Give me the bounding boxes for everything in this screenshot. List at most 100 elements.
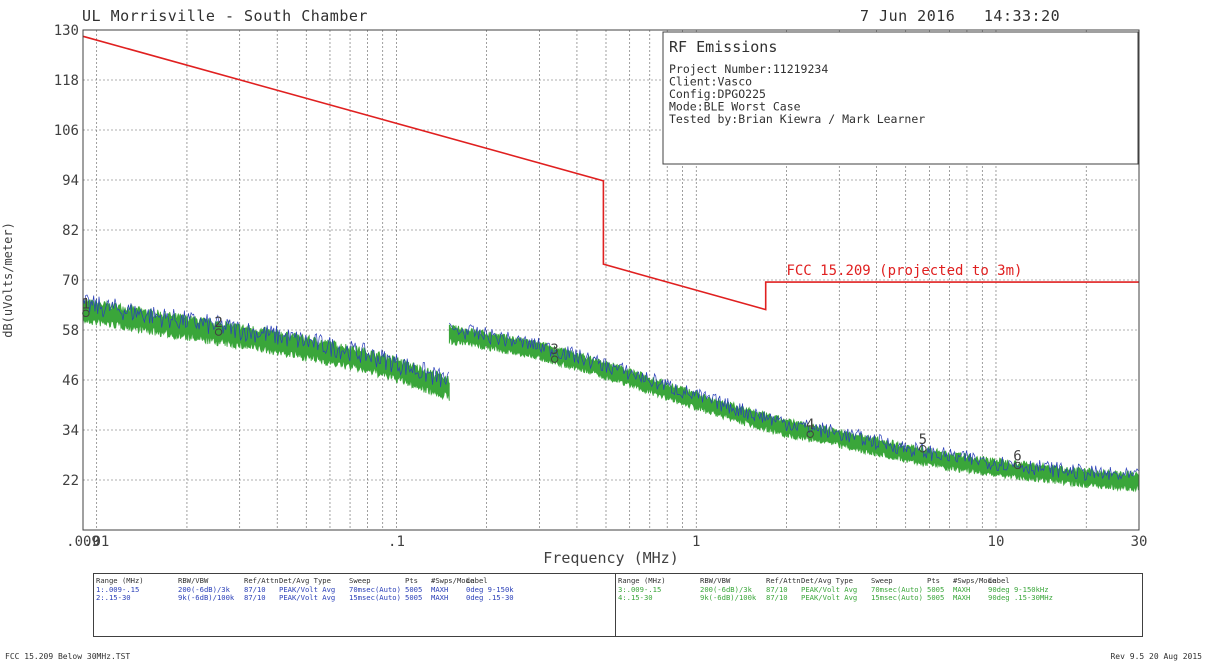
table-cell: Range (MHz) [96, 576, 144, 585]
trace-peak-blue [82, 294, 449, 388]
settings-table-right: Range (MHz) RBW/VBW Ref/Attn Det/Avg Type Sw… [616, 574, 1142, 636]
table-cell: 70msec(Auto) [871, 585, 923, 594]
table-cell: 2:.15-30 [96, 593, 131, 602]
time: 14:33:20 [983, 7, 1061, 25]
table-cell: PEAK/Volt Avg [801, 593, 858, 602]
trace-layer [82, 294, 1140, 493]
marker-point [919, 445, 927, 453]
table-cell: 1:.009-.15 [96, 585, 140, 594]
table-header-row: Range (MHz) RBW/VBW Ref/Attn Det/Avg Type Sw… [94, 576, 615, 585]
software-revision: Rev 9.5 20 Aug 2015 [1110, 652, 1202, 661]
x-tick-label: .009 [66, 534, 100, 550]
table-cell: Ref/Attn [766, 576, 801, 585]
info-box: RF Emissions Project Number:11219234Clien… [662, 31, 1139, 165]
x-axis-label: Frequency (MHz) [543, 549, 678, 567]
trace-peak-blue [449, 322, 1139, 482]
info-box-line: Client:Vasco [669, 75, 752, 89]
y-tick-label: 106 [54, 123, 79, 139]
info-box-line: Project Number:11219234 [669, 62, 828, 76]
table-cell: PEAK/Volt Avg [279, 585, 336, 594]
y-tick-label: 118 [54, 73, 79, 89]
table-cell: Pts [927, 576, 940, 585]
table-cell: 5005 [405, 585, 423, 594]
marker-label: 4 [806, 417, 814, 433]
table-cell: Det/Avg Type [801, 576, 853, 585]
timestamp: 7 Jun 2016 14:33:20 [860, 7, 1060, 25]
table-cell: 4:.15-30 [618, 593, 653, 602]
table-cell: 200(-6dB)/3k [178, 585, 230, 594]
table-cell: 9k(-6dB)/100k [178, 593, 235, 602]
info-box-line: Mode:BLE Worst Case [669, 100, 801, 114]
marker-label: 2 [214, 315, 222, 331]
table-cell: MAXH [953, 593, 971, 602]
table-row: 2:.15-30 9k(-6dB)/100k 87/10 PEAK/Volt Avg 1… [94, 593, 615, 602]
table-cell: RBW/VBW [700, 576, 731, 585]
test-file-name: FCC 15.209 Below 30MHz.TST [5, 652, 131, 661]
table-cell: MAXH [431, 593, 449, 602]
axis-layer: 13011810694827058463422dB(uVolts/meter).… [1, 23, 1147, 567]
limit-line [82, 35, 1139, 311]
table-cell: #Swps/Mode [953, 576, 997, 585]
marker-point [550, 355, 559, 363]
table-cell: 9k(-6dB)/100k [700, 593, 757, 602]
x-tick-label: 1 [692, 534, 700, 550]
marker-point [214, 328, 223, 336]
info-box-title: RF Emissions [669, 38, 777, 56]
settings-table-left: Range (MHz) RBW/VBW Ref/Attn Det/Avg Type Sw… [94, 574, 616, 636]
table-cell: 90deg 9-150kHz [988, 585, 1049, 594]
y-tick-label: 22 [62, 473, 79, 489]
table-cell: Ref/Attn [244, 576, 279, 585]
table-cell: Pts [405, 576, 418, 585]
table-row: 3:.009-.15 200(-6dB)/3k 87/10 PEAK/Volt Avg… [616, 585, 1142, 594]
y-tick-label: 94 [62, 173, 79, 189]
table-cell: 5005 [927, 593, 945, 602]
table-cell: 0deg .15-30 [466, 593, 514, 602]
marker-label: 3 [550, 342, 558, 358]
table-cell: 90deg .15-30MHz [988, 593, 1053, 602]
x-tick-label: .1 [388, 534, 405, 550]
table-cell: Det/Avg Type [279, 576, 331, 585]
y-tick-label: 46 [62, 373, 79, 389]
table-cell: #Swps/Mode [431, 576, 475, 585]
table-row: 4:.15-30 9k(-6dB)/100k 87/10 PEAK/Volt Avg 1… [616, 593, 1142, 602]
y-tick-label: 70 [62, 273, 79, 289]
marker-label: 1 [82, 296, 90, 312]
table-cell: 87/10 [244, 593, 266, 602]
marker-label: 5 [919, 432, 927, 448]
x-tick-label: 30 [1131, 534, 1148, 550]
table-cell: 5005 [405, 593, 423, 602]
table-cell: PEAK/Volt Avg [801, 585, 858, 594]
y-tick-label: 58 [62, 323, 79, 339]
table-cell: 70msec(Auto) [349, 585, 401, 594]
y-tick-label: 82 [62, 223, 79, 239]
table-cell: 200(-6dB)/3k [700, 585, 752, 594]
table-cell: Label [988, 576, 1010, 585]
table-cell: 5005 [927, 585, 945, 594]
table-cell: Range (MHz) [618, 576, 666, 585]
table-cell: PEAK/Volt Avg [279, 593, 336, 602]
y-axis-label: dB(uVolts/meter) [1, 222, 15, 338]
table-cell: 15msec(Auto) [871, 593, 923, 602]
grid-lines [83, 30, 1139, 530]
table-cell: 15msec(Auto) [349, 593, 401, 602]
limit-layer: FCC 15.209 (projected to 3m) [82, 35, 1139, 311]
marker-point [1013, 461, 1022, 470]
x-tick-label: 10 [988, 534, 1005, 550]
limit-line-label: FCC 15.209 (projected to 3m) [786, 263, 1022, 279]
marker-layer: 1 2 3 4 5 6 [82, 296, 1022, 470]
table-cell: MAXH [953, 585, 971, 594]
marker-point [806, 430, 814, 438]
table-cell: RBW/VBW [178, 576, 209, 585]
table-cell: 87/10 [766, 585, 788, 594]
y-tick-label: 34 [62, 423, 79, 439]
info-box-frame [662, 31, 1139, 165]
info-box-line: Tested by:Brian Kiewra / Mark Learner [669, 112, 925, 126]
table-header-row: Range (MHz) RBW/VBW Ref/Attn Det/Avg Type Sw… [616, 576, 1142, 585]
trace-band-green [82, 298, 450, 401]
table-row: 1:.009-.15 200(-6dB)/3k 87/10 PEAK/Volt Avg… [94, 585, 615, 594]
table-cell: 87/10 [766, 593, 788, 602]
x-tick-label: .01 [84, 534, 109, 550]
table-cell: Sweep [871, 576, 893, 585]
table-cell: 87/10 [244, 585, 266, 594]
